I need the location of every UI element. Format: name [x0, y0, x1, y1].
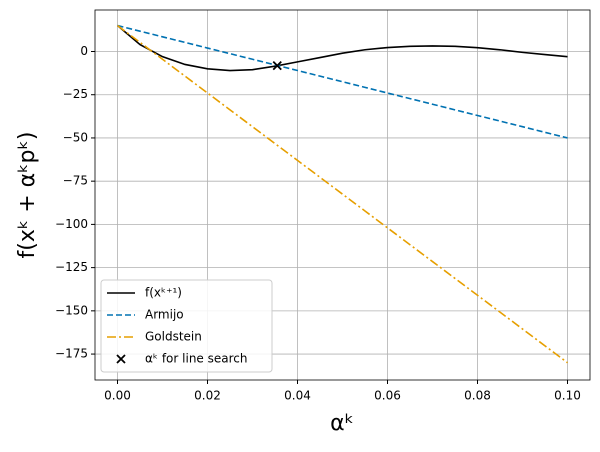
line-series — [117, 24, 568, 364]
y-tick-label: −150 — [55, 303, 88, 317]
plot-frame — [94, 9, 591, 381]
legend-label: Armijo — [145, 308, 184, 322]
y-tick-label: −100 — [55, 217, 88, 231]
x-tick-label: 0.00 — [104, 389, 131, 403]
y-tick-label: 0 — [80, 44, 88, 58]
x-tick-label: 0.02 — [194, 389, 221, 403]
legend-label: f(xᵏ⁺¹) — [145, 286, 182, 300]
y-tick-label: −175 — [55, 347, 88, 361]
legend-label: Goldstein — [145, 330, 202, 344]
y-tick-label: −50 — [63, 130, 88, 144]
y-tick-label: −75 — [63, 174, 88, 188]
scatter-point — [272, 61, 282, 71]
x-tick-label: 0.08 — [464, 389, 491, 403]
line-series — [117, 24, 568, 139]
legend-label: αᵏ for line search — [145, 352, 247, 366]
x-tick-label: 0.06 — [374, 389, 401, 403]
line-series — [116, 24, 568, 72]
y-tick-label: −125 — [55, 260, 88, 274]
x-axis-label: αᵏ — [330, 411, 354, 436]
legend-box — [100, 279, 273, 373]
x-tick-label: 0.04 — [284, 389, 311, 403]
x-tick-label: 0.10 — [554, 389, 581, 403]
legend-marker — [116, 354, 126, 364]
y-axis-label: f(xᵏ + αᵏpᵏ) — [15, 132, 40, 259]
y-tick-label: −25 — [63, 87, 88, 101]
